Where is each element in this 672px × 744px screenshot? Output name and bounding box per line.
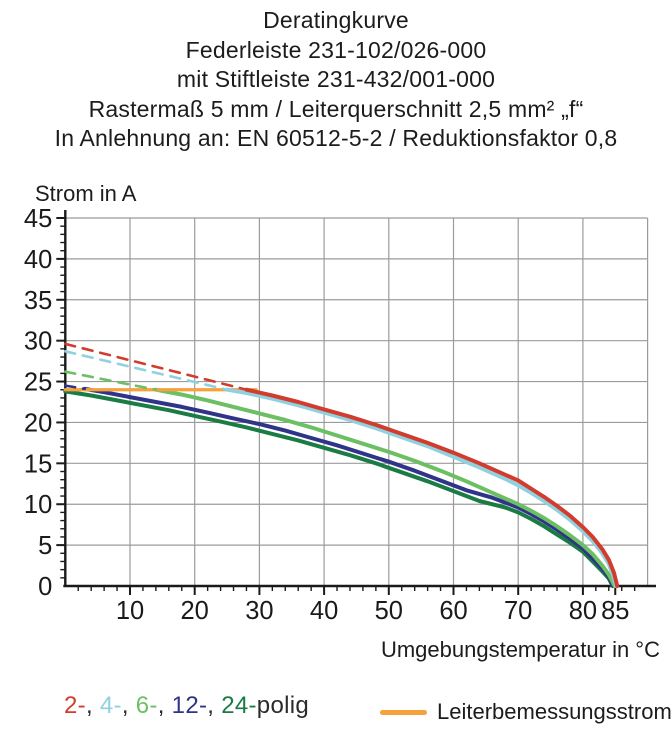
title-line-2: Federleiste 231-102/026-000	[185, 36, 487, 63]
title-line-3: mit Stiftleiste 231-432/001-000	[176, 66, 496, 92]
derating-chart: 10 20 30 40 50 60 70 80 85 0 5 10 15 20 25 30 35 40 45	[24, 205, 656, 625]
x-tick-label-85: 85	[601, 597, 629, 625]
y-tick-label-20: 20	[24, 409, 52, 437]
x-tick-label-70: 70	[504, 597, 532, 625]
y-tick-label-10: 10	[24, 491, 52, 519]
legend-pole-12-polig: 12-	[171, 692, 208, 719]
reference-line-label: Leiterbemessungsstrom	[437, 699, 672, 724]
legend-pole-24-polig: 24-	[221, 692, 257, 719]
legend-pole-2-polig: 2-	[64, 692, 86, 719]
y-tick-label-25: 25	[24, 369, 52, 397]
y-axis-label: Strom in A	[35, 181, 137, 206]
legend-pole-6-polig: 6-	[135, 692, 158, 719]
x-tick-label-50: 50	[375, 597, 403, 625]
y-tick-label-5: 5	[38, 532, 52, 560]
chart-title-block: Deratingkurve Federleiste 231-102/026-00…	[0, 6, 672, 154]
title-line-4: Rastermaß 5 mm / Leiterquerschnitt 2,5 m…	[88, 95, 584, 122]
curve-4-polig-solid	[225, 387, 618, 588]
title-line-5: In Anlehnung an: EN 60512-5-2 / Reduktio…	[54, 125, 618, 151]
poles-legend: 2-, 4-, 6-, 12-, 24-polig	[64, 692, 310, 719]
y-tick-label-0: 0	[38, 573, 52, 601]
legend-poles-suffix: polig	[256, 692, 310, 719]
legend-pole-4-polig: 4-	[99, 692, 122, 719]
curve-6-polig-dashed	[64, 370, 158, 391]
curve-24-polig-solid	[63, 389, 615, 588]
axes	[63, 210, 656, 588]
curve-2-polig-dashed	[64, 342, 248, 391]
x-tick-label-60: 60	[439, 597, 467, 625]
curve-6-polig-solid	[153, 387, 617, 588]
y-tick-label-45: 45	[24, 205, 52, 233]
curve-12-polig-dashed	[64, 384, 86, 391]
reference-line-swatch	[380, 710, 427, 715]
y-tick-label-40: 40	[24, 246, 52, 274]
title-line-1: Deratingkurve	[263, 7, 409, 33]
y-tick-label-30: 30	[24, 328, 52, 356]
x-tick-label-20: 20	[181, 597, 209, 625]
y-tick-label-35: 35	[24, 287, 52, 315]
x-tick-label-10: 10	[116, 597, 144, 625]
curve-4-polig-dashed	[64, 350, 229, 391]
x-tick-label-40: 40	[310, 597, 338, 625]
curve-2-polig-solid	[244, 387, 620, 588]
tick-labels: 10 20 30 40 50 60 70 80 85 0 5 10 15 20 25 30 35 40 45	[24, 205, 630, 625]
x-tick-label-30: 30	[245, 597, 273, 625]
x-axis-label: Umgebungstemperatur in °C	[380, 637, 660, 662]
x-tick-label-80: 80	[569, 597, 597, 625]
curve-12-polig-solid	[82, 386, 616, 588]
y-tick-label-15: 15	[24, 450, 52, 478]
